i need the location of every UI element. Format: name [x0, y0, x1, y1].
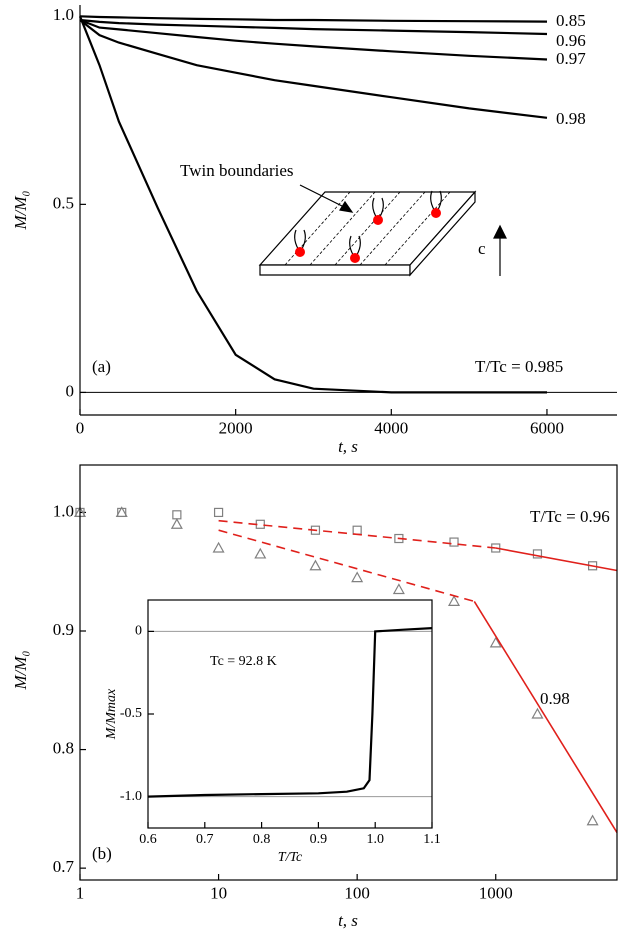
- annotation: Twin boundaries: [180, 161, 294, 180]
- y-tick-label: 1.0: [53, 501, 74, 520]
- data-line: [218, 519, 496, 549]
- triangle-point: [254, 547, 267, 559]
- y-tick-label: 0.9: [53, 620, 74, 639]
- x-tick-label: 10: [210, 883, 227, 902]
- data-line: [79, 18, 548, 61]
- data-line: [147, 627, 433, 798]
- square-point: [532, 549, 543, 559]
- series-label: 0.97: [556, 49, 586, 68]
- annotation: (a): [92, 357, 111, 376]
- triangle-point: [351, 571, 364, 583]
- data-line: [473, 600, 618, 834]
- annotation: c: [478, 239, 486, 258]
- y-tick-label: 0.7: [53, 857, 75, 876]
- series-label: 0.98: [556, 109, 586, 128]
- x-tick-label: 1.0: [366, 832, 384, 847]
- x-tick-label: 100: [344, 883, 370, 902]
- data-line: [79, 15, 548, 23]
- data-line: [79, 18, 548, 36]
- data-line: [79, 19, 548, 119]
- triangle-point: [309, 559, 322, 571]
- y-tick-label: -1.0: [120, 789, 142, 804]
- y-tick-label: 0.8: [53, 738, 74, 757]
- slab-diagram: [258, 184, 507, 277]
- x-axis-label: t, s: [338, 437, 358, 456]
- y-axis-label: M/M₀: [11, 190, 30, 230]
- series-label: 0.96: [556, 31, 586, 50]
- triangle-point: [447, 595, 461, 606]
- square-point: [352, 525, 362, 535]
- triangle-point: [489, 636, 502, 648]
- square-point: [449, 537, 459, 547]
- data-line: [78, 15, 547, 394]
- x-axis-label: T/Tc: [278, 850, 303, 865]
- y-axis-label: M/M₀: [11, 650, 30, 690]
- x-tick-label: 0.6: [139, 832, 157, 847]
- triangle-point: [586, 814, 599, 826]
- series-label: 0.98: [540, 689, 570, 708]
- data-line: [218, 529, 475, 603]
- inset-background: [148, 600, 432, 828]
- x-tick-label: 1: [76, 883, 85, 902]
- x-tick-label: 0.9: [310, 832, 328, 847]
- triangle-point: [392, 583, 405, 595]
- x-axis-label: t, s: [338, 911, 358, 930]
- x-tick-label: 6000: [530, 418, 564, 437]
- y-tick-label: 0: [66, 381, 75, 400]
- annotation: (b): [92, 844, 112, 863]
- x-tick-label: 0.8: [253, 832, 271, 847]
- triangle-point: [212, 541, 225, 553]
- x-tick-label: 1.1: [423, 832, 441, 847]
- x-tick-label: 4000: [374, 418, 408, 437]
- y-tick-label: -0.5: [120, 706, 142, 721]
- y-tick-label: 0.5: [53, 193, 74, 212]
- x-tick-label: 0.7: [196, 832, 214, 847]
- x-tick-label: 0: [76, 418, 85, 437]
- data-line: [495, 547, 618, 572]
- x-tick-label: 2000: [219, 418, 253, 437]
- triangle-point: [170, 518, 183, 529]
- square-point: [172, 510, 182, 520]
- square-point: [213, 507, 224, 518]
- plot-frame: [147, 599, 433, 829]
- y-axis-label: M/Mmax: [104, 688, 119, 740]
- square-point: [255, 519, 265, 529]
- series-label: 0.85: [556, 11, 586, 30]
- x-tick-label: 1000: [479, 883, 513, 902]
- annotation: Tc = 92.8 K: [210, 654, 277, 669]
- series-label: T/Tc = 0.96: [530, 507, 610, 526]
- y-tick-label: 0: [135, 624, 142, 639]
- y-tick-label: 1.0: [53, 5, 74, 24]
- triangle-point: [531, 707, 544, 719]
- plot-frame: [79, 464, 618, 881]
- annotation: T/Tc = 0.985: [475, 357, 563, 376]
- triangle-point: [115, 506, 128, 518]
